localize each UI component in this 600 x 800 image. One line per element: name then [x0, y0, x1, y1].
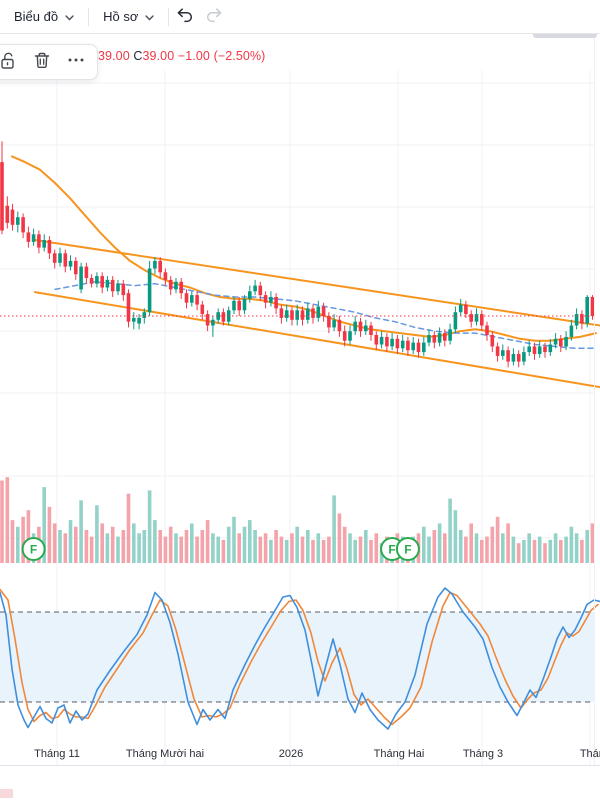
flag-badge[interactable]: F	[21, 537, 46, 561]
chevron-down-icon	[145, 13, 155, 21]
drawing-toolbar	[0, 44, 98, 80]
x-axis-label: Tháng 11	[34, 748, 80, 760]
top-toolbar: Biểu đồ Hồ sơ	[0, 0, 600, 34]
delete-button[interactable]	[27, 48, 57, 76]
profile-menu-label: Hồ sơ	[103, 9, 139, 24]
undo-button[interactable]	[169, 0, 199, 33]
redo-arrow-icon	[205, 6, 224, 28]
lock-button[interactable]	[0, 48, 23, 76]
svg-text:F: F	[388, 543, 395, 557]
profile-menu-button[interactable]: Hồ sơ	[89, 0, 168, 33]
scrollbar-thumb[interactable]	[533, 32, 597, 38]
redo-button[interactable]	[199, 0, 229, 33]
ellipsis-icon	[66, 50, 86, 75]
x-axis-label: Tháng Mười hai	[125, 748, 205, 760]
ohlc-legend[interactable]: 39.00 C39.00 −1.00 (−2.50%)	[98, 49, 265, 63]
time-axis[interactable]: Tháng 11 Tháng Mười hai 2026 Tháng Hai Tháng…	[0, 744, 600, 766]
close-label: C	[133, 49, 143, 63]
change-percent: (−2.50%)	[213, 49, 266, 63]
chart-menu-button[interactable]: Biểu đồ	[0, 0, 88, 33]
undo-arrow-icon	[175, 6, 194, 28]
x-axis-label: Tháng 3	[462, 748, 504, 760]
x-axis-label: Tháng 4	[579, 748, 600, 760]
more-options-button[interactable]	[61, 48, 91, 76]
close-value: 39.00	[142, 49, 175, 63]
price-axis-edge	[594, 33, 595, 765]
toolbar-separator	[88, 7, 90, 26]
x-axis-label: Tháng Hai	[373, 748, 425, 760]
svg-text:F: F	[30, 543, 37, 557]
lock-open-icon	[0, 50, 18, 75]
svg-text:F: F	[404, 543, 411, 557]
flag-badge[interactable]: F	[395, 537, 420, 561]
x-axis-label: 2026	[278, 748, 304, 760]
chevron-down-icon	[65, 13, 74, 21]
toolbar-separator	[168, 7, 170, 26]
bottom-left-marker	[0, 789, 13, 798]
low-value: 39.00	[98, 49, 130, 63]
trash-icon	[32, 50, 52, 75]
change-value: −1.00	[177, 49, 210, 63]
chart-menu-label: Biểu đồ	[14, 9, 59, 24]
